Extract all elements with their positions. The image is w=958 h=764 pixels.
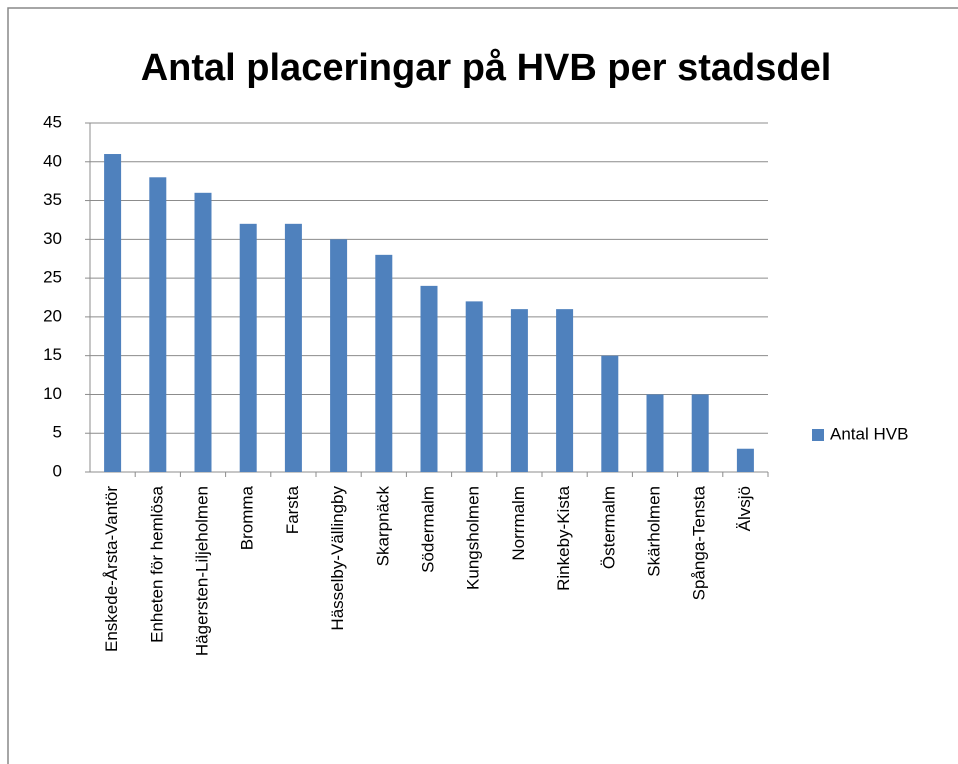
bar xyxy=(601,355,619,472)
y-tick-label: 0 xyxy=(53,461,62,480)
x-tick-label: Östermalm xyxy=(599,486,618,569)
x-tick-label: Enheten för hemlösa xyxy=(147,485,166,642)
x-tick-label: Bromma xyxy=(238,485,257,550)
bar xyxy=(556,309,574,472)
y-tick-label: 25 xyxy=(43,268,62,287)
y-tick-label: 45 xyxy=(43,112,62,131)
x-tick-label: Kungsholmen xyxy=(464,486,483,590)
chart-title: Antal placeringar på HVB per stadsdel xyxy=(141,47,832,89)
x-tick-label: Enskede-Årsta-Vantör xyxy=(102,486,121,652)
x-tick-label: Skärholmen xyxy=(644,486,663,577)
bar xyxy=(284,223,302,472)
bar xyxy=(646,394,664,472)
x-tick-label: Hässelby-Vällingby xyxy=(328,486,347,631)
x-tick-label: Spånga-Tensta xyxy=(690,485,709,600)
chart-frame xyxy=(7,7,958,764)
legend-label: Antal HVB xyxy=(830,424,908,443)
bar xyxy=(691,394,709,472)
y-tick-label: 40 xyxy=(43,151,62,170)
bar xyxy=(465,301,483,472)
y-tick-label: 10 xyxy=(43,384,62,403)
x-tick-label: Älvsjö xyxy=(735,486,754,531)
bar xyxy=(239,223,257,472)
bar xyxy=(420,285,438,472)
bar xyxy=(375,254,393,472)
bar xyxy=(510,309,528,472)
bar xyxy=(736,448,754,472)
bar xyxy=(330,239,348,472)
bar xyxy=(194,192,212,473)
y-tick-label: 5 xyxy=(53,423,62,442)
legend-swatch xyxy=(812,429,824,441)
y-tick-label: 20 xyxy=(43,306,62,325)
x-tick-label: Södermalm xyxy=(418,486,437,573)
bar xyxy=(149,177,167,473)
y-tick-label: 15 xyxy=(43,345,62,364)
x-tick-label: Norrmalm xyxy=(509,486,528,561)
bar xyxy=(104,154,122,472)
y-tick-label: 30 xyxy=(43,229,62,248)
x-tick-label: Skarpnäck xyxy=(373,486,392,567)
x-tick-label: Rinkeby-Kista xyxy=(554,485,573,590)
x-tick-label: Farsta xyxy=(283,485,302,534)
x-tick-label: Hägersten-Liljeholmen xyxy=(192,486,211,656)
y-tick-label: 35 xyxy=(43,190,62,209)
